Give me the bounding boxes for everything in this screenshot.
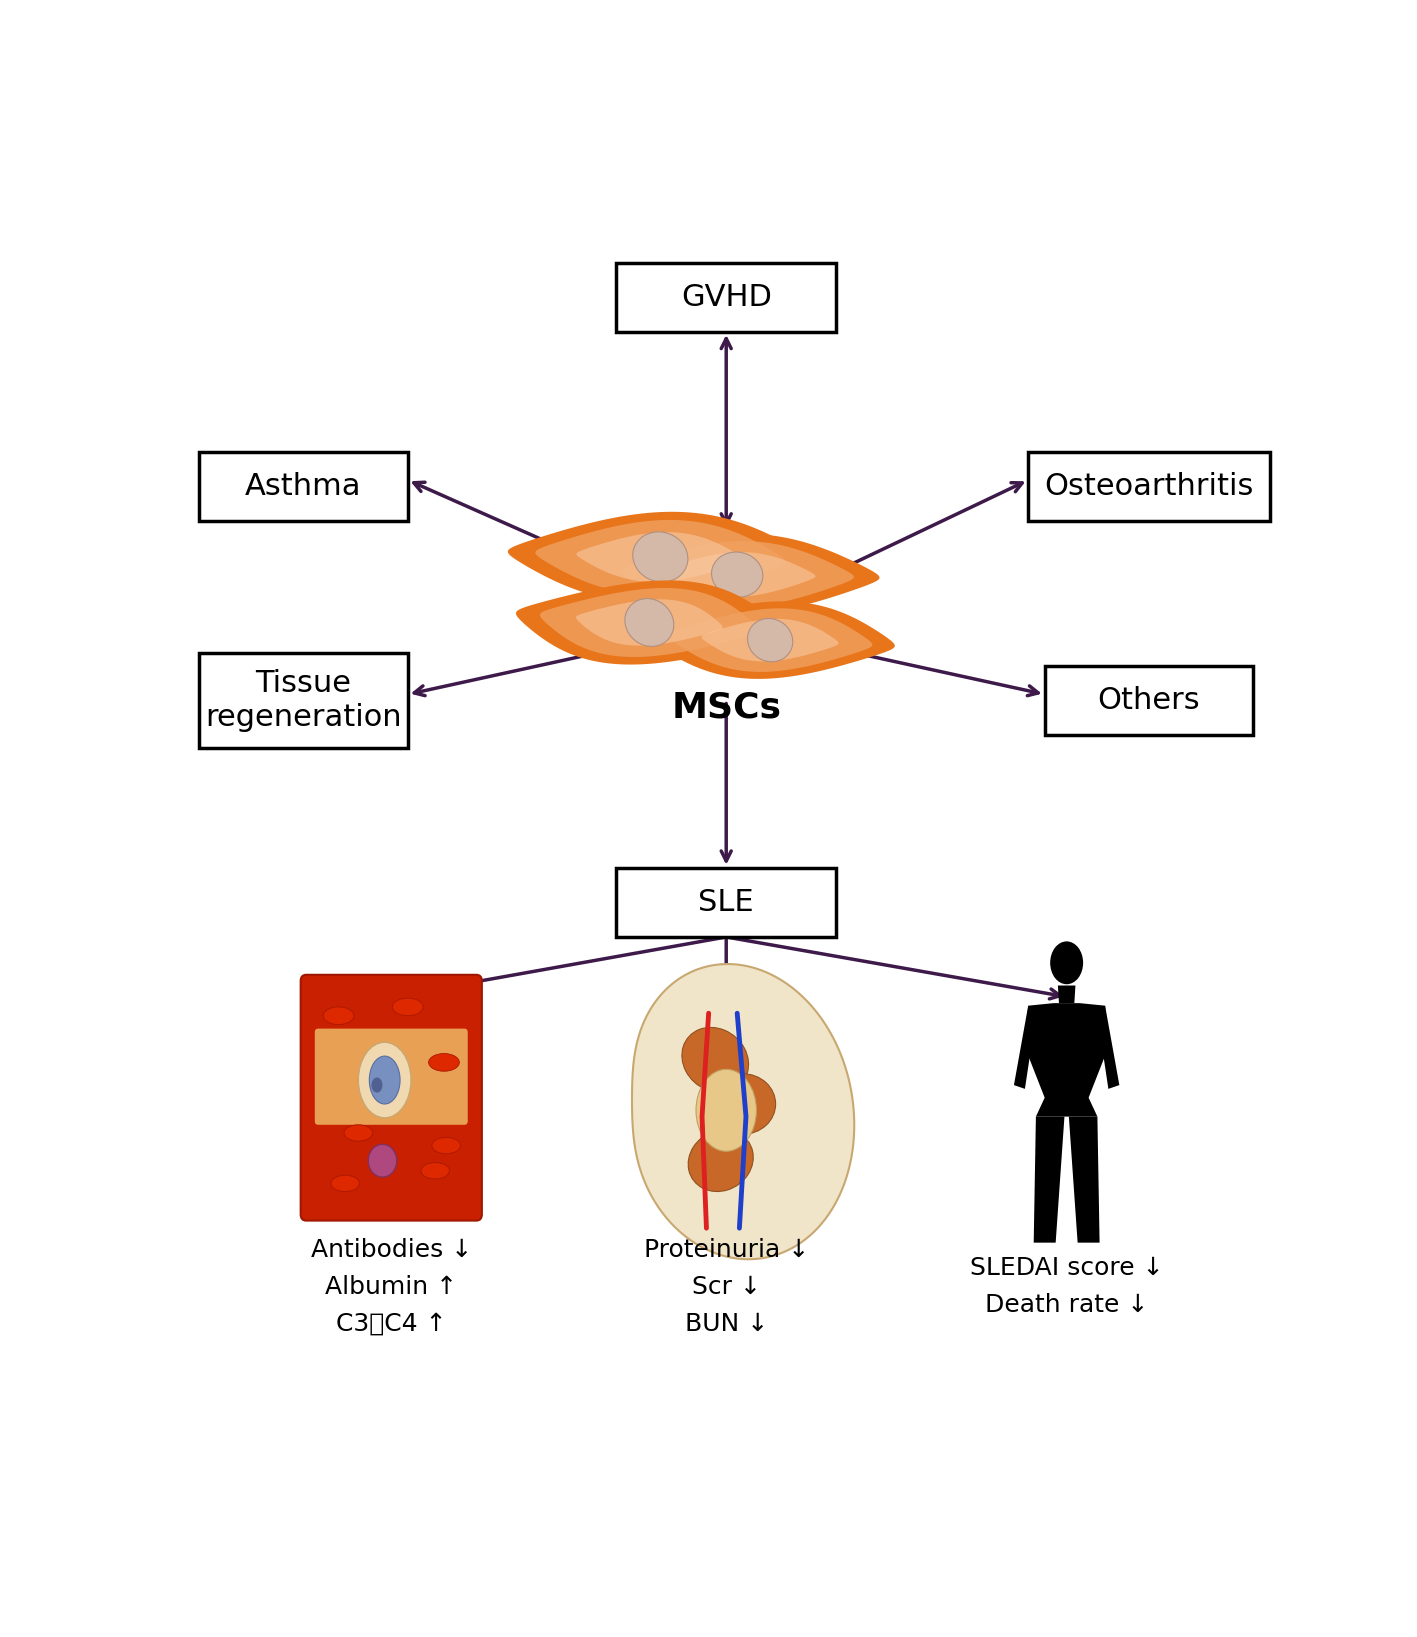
Polygon shape bbox=[507, 512, 813, 602]
Ellipse shape bbox=[368, 1144, 397, 1177]
Ellipse shape bbox=[689, 1130, 754, 1192]
FancyBboxPatch shape bbox=[198, 653, 408, 748]
Ellipse shape bbox=[711, 552, 762, 598]
Ellipse shape bbox=[633, 532, 687, 583]
Polygon shape bbox=[536, 521, 785, 594]
Text: Antibodies ↓
Albumin ↑
C3、C4 ↑: Antibodies ↓ Albumin ↑ C3、C4 ↑ bbox=[310, 1238, 472, 1336]
Polygon shape bbox=[632, 964, 854, 1259]
FancyBboxPatch shape bbox=[300, 974, 482, 1221]
Polygon shape bbox=[1058, 985, 1076, 1003]
Ellipse shape bbox=[371, 1077, 383, 1092]
Polygon shape bbox=[516, 581, 782, 665]
Text: SLE: SLE bbox=[699, 887, 754, 917]
Polygon shape bbox=[659, 552, 815, 598]
Ellipse shape bbox=[710, 1074, 775, 1134]
Polygon shape bbox=[595, 534, 880, 616]
FancyBboxPatch shape bbox=[616, 868, 836, 936]
Text: Proteinuria ↓
Scr ↓
BUN ↓: Proteinuria ↓ Scr ↓ BUN ↓ bbox=[643, 1238, 809, 1336]
Polygon shape bbox=[667, 609, 873, 671]
Polygon shape bbox=[1015, 1005, 1036, 1089]
Polygon shape bbox=[646, 601, 894, 679]
Ellipse shape bbox=[625, 599, 674, 647]
Ellipse shape bbox=[748, 619, 792, 661]
Ellipse shape bbox=[370, 1056, 400, 1103]
Text: Others: Others bbox=[1098, 686, 1200, 715]
FancyBboxPatch shape bbox=[198, 452, 408, 521]
Polygon shape bbox=[1024, 1003, 1108, 1116]
FancyBboxPatch shape bbox=[1029, 452, 1270, 521]
Text: SLEDAI score ↓
Death rate ↓: SLEDAI score ↓ Death rate ↓ bbox=[969, 1256, 1163, 1318]
Ellipse shape bbox=[344, 1125, 373, 1141]
Polygon shape bbox=[701, 619, 839, 661]
Ellipse shape bbox=[323, 1007, 354, 1025]
FancyBboxPatch shape bbox=[616, 262, 836, 332]
Text: Asthma: Asthma bbox=[245, 471, 361, 501]
Ellipse shape bbox=[696, 1069, 757, 1151]
Text: Osteoarthritis: Osteoarthritis bbox=[1044, 471, 1254, 501]
Ellipse shape bbox=[330, 1175, 360, 1192]
Ellipse shape bbox=[432, 1138, 461, 1154]
Ellipse shape bbox=[393, 999, 424, 1015]
Polygon shape bbox=[1097, 1005, 1119, 1089]
FancyBboxPatch shape bbox=[1044, 666, 1253, 735]
Polygon shape bbox=[1068, 1116, 1100, 1242]
Polygon shape bbox=[621, 542, 854, 607]
FancyBboxPatch shape bbox=[315, 1028, 468, 1125]
Polygon shape bbox=[540, 588, 758, 656]
Polygon shape bbox=[577, 532, 744, 581]
Polygon shape bbox=[575, 599, 723, 645]
Ellipse shape bbox=[428, 1054, 459, 1071]
Polygon shape bbox=[1034, 1116, 1064, 1242]
Ellipse shape bbox=[421, 1162, 449, 1179]
Text: Tissue
regeneration: Tissue regeneration bbox=[205, 670, 402, 732]
Ellipse shape bbox=[359, 1043, 411, 1118]
Ellipse shape bbox=[682, 1028, 748, 1092]
Text: GVHD: GVHD bbox=[680, 283, 772, 311]
Text: MSCs: MSCs bbox=[672, 691, 781, 725]
Ellipse shape bbox=[1050, 941, 1083, 984]
